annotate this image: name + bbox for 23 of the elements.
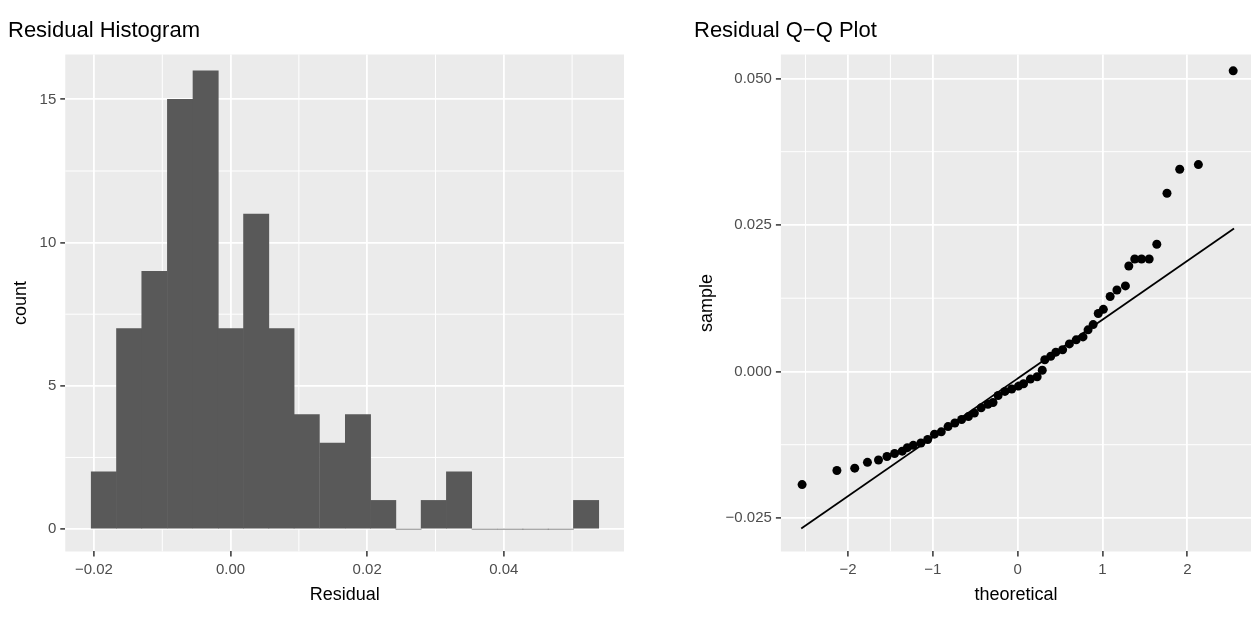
x-axis-title: Residual (309, 584, 380, 605)
x-tick-label: −1 (924, 559, 942, 577)
x-tick-label: 0.04 (489, 559, 519, 577)
x-tick-label: 2 (1183, 559, 1192, 577)
chart-title: Residual Histogram (8, 17, 200, 43)
y-tick-label: 15 (39, 89, 57, 107)
x-tick-label: −2 (839, 559, 857, 577)
x-tick-label: 0 (1013, 559, 1022, 577)
y-axis-title: count (9, 280, 30, 325)
x-axis-title: theoretical (974, 584, 1058, 605)
chart-title: Residual Q−Q Plot (694, 17, 877, 43)
x-tick-label: 0.02 (352, 559, 382, 577)
y-tick-label: 5 (47, 375, 57, 393)
y-tick-label: 0.050 (734, 68, 772, 86)
x-tick-label: 1 (1098, 559, 1107, 577)
y-tick-label: 0 (47, 519, 57, 537)
y-tick-label: 0.025 (734, 215, 772, 233)
y-tick-label: 0.000 (734, 361, 772, 379)
y-tick-label: 10 (39, 232, 57, 250)
x-tick-label: −0.02 (74, 559, 113, 577)
y-axis-title: sample (695, 273, 716, 332)
x-tick-label: 0.00 (215, 559, 246, 577)
y-tick-label: −0.025 (725, 508, 772, 526)
